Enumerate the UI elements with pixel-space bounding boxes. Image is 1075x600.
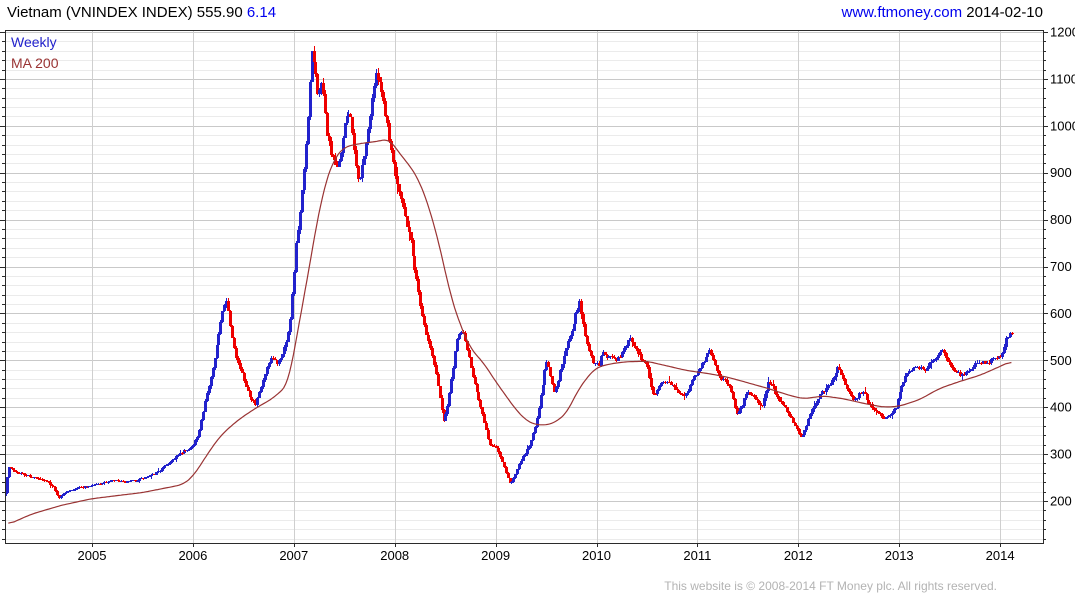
grid-lines — [5, 30, 1043, 543]
svg-text:2014: 2014 — [986, 548, 1015, 563]
ma-200-line — [8, 139, 1012, 524]
plot-border — [0, 30, 1048, 547]
svg-text:2012: 2012 — [784, 548, 813, 563]
svg-text:2005: 2005 — [78, 548, 107, 563]
legend-weekly: Weekly — [11, 34, 57, 50]
site-link[interactable]: www.ftmoney.com — [841, 4, 963, 21]
svg-text:800: 800 — [1050, 212, 1072, 227]
change-value: 6.14 — [246, 4, 277, 21]
svg-text:2007: 2007 — [279, 548, 308, 563]
last-price: 555.90 — [196, 4, 243, 21]
svg-text:1200: 1200 — [1050, 25, 1075, 40]
svg-text:500: 500 — [1050, 353, 1072, 368]
candlesticks — [5, 46, 1014, 499]
y-axis-labels: 200 300 400 500 600 700 800 900 1000 1100 1200 — [1050, 25, 1075, 509]
svg-text:200: 200 — [1050, 494, 1072, 509]
chart-header-right: www.ftmoney.com 2014-02-10 — [842, 4, 1044, 21]
chart-title: Vietnam (VNINDEX INDEX) — [7, 4, 193, 21]
svg-text:900: 900 — [1050, 165, 1072, 180]
legend-ma-200: MA 200 — [11, 55, 59, 71]
chart-date: 2014-02-10 — [966, 4, 1043, 21]
x-axis-labels: 2005 2006 2007 2008 2009 2010 2011 2012 2013 2014 — [78, 548, 1015, 563]
svg-text:2013: 2013 — [885, 548, 914, 563]
svg-text:2009: 2009 — [481, 548, 510, 563]
svg-text:2010: 2010 — [582, 548, 611, 563]
svg-text:600: 600 — [1050, 306, 1072, 321]
svg-text:700: 700 — [1050, 259, 1072, 274]
svg-text:2011: 2011 — [683, 548, 711, 563]
svg-text:300: 300 — [1050, 447, 1072, 462]
svg-text:2008: 2008 — [380, 548, 409, 563]
svg-text:400: 400 — [1050, 400, 1072, 415]
chart-header: Vietnam (VNINDEX INDEX) 555.90 6.14 — [7, 4, 276, 21]
svg-text:1000: 1000 — [1050, 118, 1075, 133]
copyright-text: This website is © 2008-2014 FT Money plc… — [664, 579, 997, 593]
svg-text:1100: 1100 — [1050, 71, 1075, 86]
svg-text:2006: 2006 — [178, 548, 207, 563]
